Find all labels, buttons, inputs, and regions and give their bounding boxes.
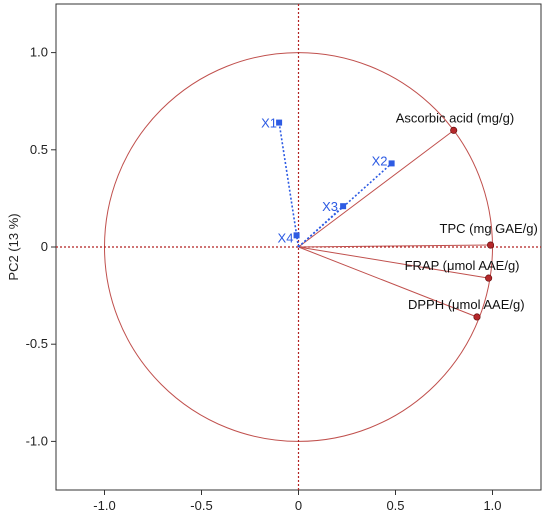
observation-point <box>293 232 300 239</box>
variable-label: FRAP (μmol AAE/g) <box>405 258 520 273</box>
x-tick-label: 0 <box>295 498 302 513</box>
observation-label: X3 <box>322 199 338 214</box>
observation-vector <box>278 122 300 248</box>
y-tick-label: 0 <box>41 239 48 254</box>
observations-layer: X1 X2 X3 X4 <box>261 116 395 248</box>
x-tick-label: 1.0 <box>483 498 501 513</box>
variable-label: TPC (mg GAE/g) <box>440 221 538 236</box>
variable-label: DPPH (μmol AAE/g) <box>408 297 525 312</box>
observation-point <box>276 119 283 126</box>
variable-point <box>450 126 458 134</box>
y-axis-title: PC2 (13 %) <box>6 213 21 280</box>
variable-vector <box>298 246 489 279</box>
observation-label: X1 <box>261 116 277 131</box>
x-tick-label: -1.0 <box>93 498 115 513</box>
variable-point <box>473 313 481 321</box>
observation-point <box>388 160 395 167</box>
x-tick-label: 0.5 <box>386 498 404 513</box>
y-tick-label: -0.5 <box>26 336 48 351</box>
observation-label: X4 <box>278 230 294 245</box>
variable-vector <box>298 246 478 318</box>
observation-point <box>340 203 347 210</box>
observation-label: X2 <box>372 153 388 168</box>
y-tick-label: 0.5 <box>30 142 48 157</box>
x-tick-label: -0.5 <box>190 498 212 513</box>
ticks-layer: -1.0 -0.5 0 0.5 1.0 -1.0 -0.5 0 0.5 1.0 <box>26 45 502 513</box>
variable-vector <box>298 129 455 248</box>
vectors-layer: Ascorbic acid (mg/g) TPC (mg GAE/g) FRAP (… <box>298 110 538 321</box>
origin-lines-layer <box>56 4 541 490</box>
variable-vector <box>298 244 491 248</box>
variable-point <box>487 241 495 249</box>
y-tick-label: -1.0 <box>26 433 48 448</box>
variable-label: Ascorbic acid (mg/g) <box>396 110 514 125</box>
variable-point <box>485 274 493 282</box>
y-tick-label: 1.0 <box>30 45 48 60</box>
